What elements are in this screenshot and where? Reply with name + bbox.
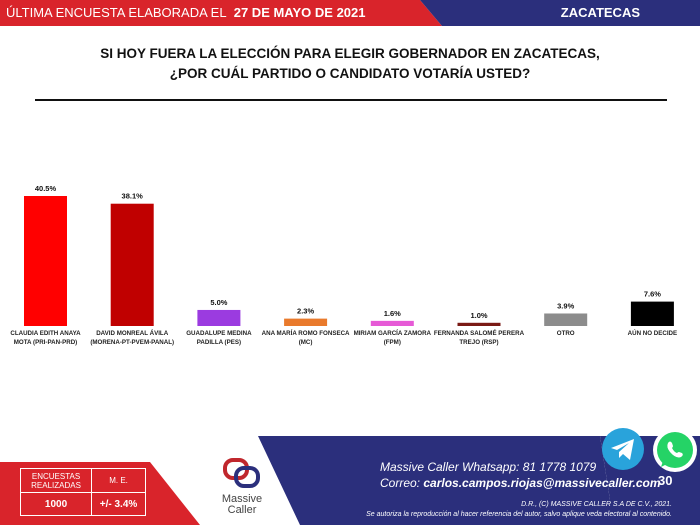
top-banner: ÚLTIMA ENCUESTA ELABORADA EL 27 DE MAYO … bbox=[0, 0, 700, 26]
bar-7 bbox=[630, 301, 674, 326]
email-contact: Correo: carlos.campos.riojas@massivecall… bbox=[380, 476, 661, 490]
bar-chart: 40.5% CLAUDIA EDITH ANAYA MOTA (PRI-PAN-PR… bbox=[10, 184, 678, 346]
margin-error-label: M. E. bbox=[91, 468, 146, 493]
bar-2 bbox=[197, 309, 241, 326]
data-label-6: 3.9% bbox=[557, 301, 574, 310]
data-label-5: 1.0% bbox=[470, 311, 487, 320]
email-label: Correo: bbox=[380, 476, 421, 490]
category-label-4-1: (FPM) bbox=[384, 339, 401, 346]
whatsapp-contact: Massive Caller Whatsapp: 81 1778 1079 bbox=[380, 460, 596, 474]
disclaimer-text: Se autoriza la reproducción al hacer ref… bbox=[366, 511, 672, 518]
title-divider bbox=[35, 99, 667, 101]
category-label-3-1: (MC) bbox=[299, 339, 313, 346]
survey-label: ÚLTIMA ENCUESTA ELABORADA EL bbox=[6, 5, 227, 20]
logo-mark-icon bbox=[223, 458, 260, 488]
bar-3 bbox=[284, 318, 328, 326]
banner-navy-band bbox=[420, 0, 700, 26]
data-label-2: 5.0% bbox=[210, 298, 227, 307]
bar-5 bbox=[457, 322, 501, 326]
survey-date-line: ÚLTIMA ENCUESTA ELABORADA EL 27 DE MAYO … bbox=[6, 5, 366, 20]
category-label-3-0: ANA MARÍA ROMO FONSECA bbox=[262, 329, 350, 337]
logo-text-line-2: Caller bbox=[227, 504, 257, 516]
top-banner-shapes bbox=[0, 0, 700, 26]
massive-caller-logo: Massive Caller bbox=[214, 457, 270, 516]
bar-1 bbox=[110, 203, 154, 326]
margin-error-value: +/- 3.4% bbox=[91, 492, 146, 516]
banner-red-band bbox=[0, 0, 442, 26]
data-label-0: 40.5% bbox=[35, 184, 57, 193]
page-number: 30 bbox=[658, 473, 673, 488]
category-label-1-0: DAVID MONREAL ÁVILA bbox=[96, 330, 168, 337]
category-label-2-1: PADILLA (PES) bbox=[197, 339, 241, 346]
chart-title: SI HOY FUERA LA ELECCIÓN PARA ELEGIR GOB… bbox=[100, 46, 600, 61]
email-address[interactable]: carlos.campos.riojas@massivecaller.com bbox=[423, 476, 661, 490]
bar-4 bbox=[370, 320, 414, 326]
survey-stats-table: ENCUESTAS REALIZADAS M. E. 1000 +/- 3.4% bbox=[19, 468, 146, 516]
data-label-3: 2.3% bbox=[297, 307, 314, 316]
category-label-0-0: CLAUDIA EDITH ANAYA bbox=[10, 330, 81, 337]
state-label: ZACATECAS bbox=[560, 5, 640, 20]
copyright-text: D.R., (C) MASSIVE CALLER S.A DE C.V., 20… bbox=[521, 501, 672, 508]
surveys-label-line-1: ENCUESTAS bbox=[31, 471, 81, 481]
telegram-icon[interactable] bbox=[601, 427, 645, 471]
whatsapp-number: 81 1778 1079 bbox=[522, 460, 597, 474]
whatsapp-label: Massive Caller Whatsapp: bbox=[380, 460, 520, 474]
category-label-0-1: MOTA (PRI-PAN-PRD) bbox=[14, 339, 77, 346]
category-label-5-1: TREJO (RSP) bbox=[459, 339, 498, 346]
category-label-2-0: GUADALUPE MEDINA bbox=[186, 330, 252, 337]
surveys-value: 1000 bbox=[19, 492, 93, 516]
surveys-label-cell: ENCUESTAS REALIZADAS bbox=[19, 468, 93, 493]
data-label-1: 38.1% bbox=[122, 192, 144, 201]
whatsapp-icon[interactable] bbox=[652, 427, 698, 473]
category-label-7-0: AÚN NO DECIDE bbox=[628, 330, 678, 337]
category-label-1-1: (MORENA-PT-PVEM-PANAL) bbox=[90, 339, 174, 346]
category-label-4-0: MIRIAM GARCÍA ZAMORA bbox=[354, 329, 432, 337]
surveys-label-line-2: REALIZADAS bbox=[31, 480, 81, 490]
category-label-6-0: OTRO bbox=[557, 330, 575, 337]
bar-0 bbox=[24, 196, 67, 326]
data-label-7: 7.6% bbox=[644, 290, 661, 299]
data-label-4: 1.6% bbox=[384, 309, 401, 318]
survey-date: 27 DE MAYO DE 2021 bbox=[233, 5, 366, 20]
logo-text-line-1: Massive bbox=[221, 493, 263, 505]
category-label-5-0: FERNANDA SALOMÉ PERERA bbox=[434, 329, 525, 337]
bar-6 bbox=[544, 313, 588, 326]
chart-subtitle: ¿POR CUÁL PARTIDO O CANDIDATO VOTARÍA US… bbox=[169, 66, 531, 81]
